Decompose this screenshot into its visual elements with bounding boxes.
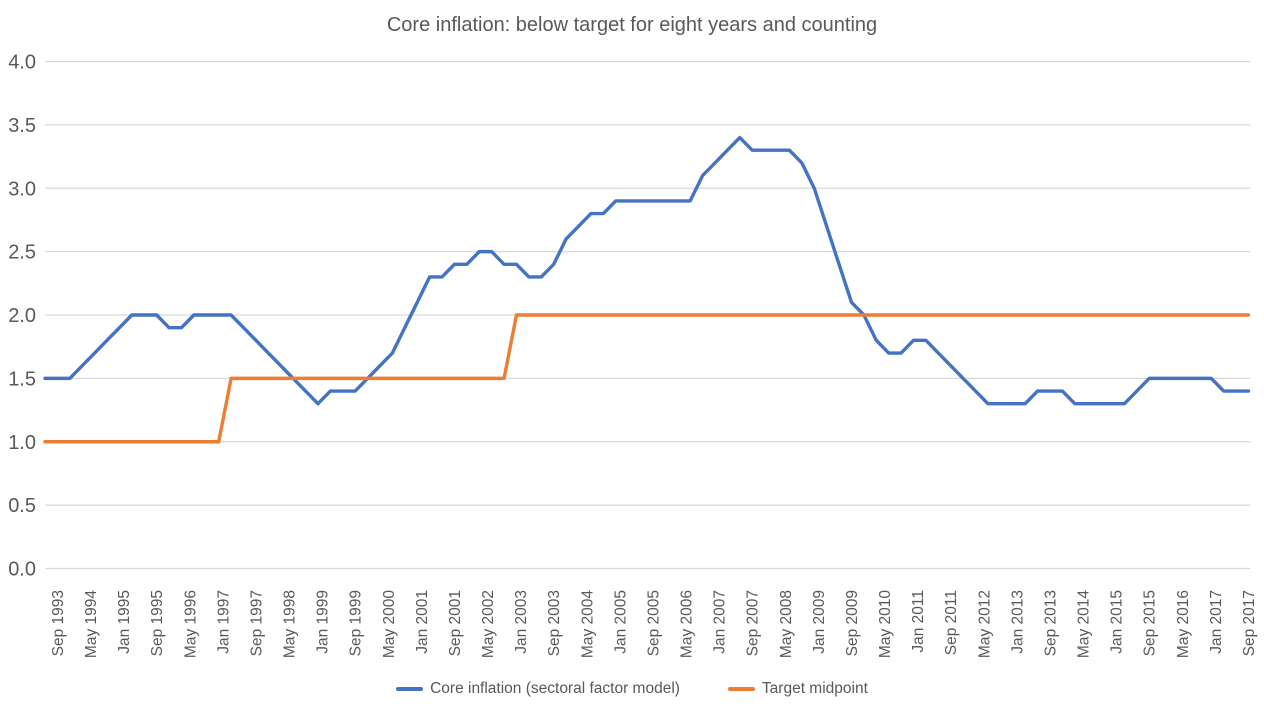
legend-line-swatch-target-midpoint xyxy=(727,687,755,691)
x-axis-tick-label: Jan 2015 xyxy=(1109,590,1126,654)
x-axis-tick-label: Sep 2015 xyxy=(1142,590,1159,656)
x-axis-tick-label: Sep 1995 xyxy=(149,590,166,656)
x-axis-tick-label: May 2012 xyxy=(976,590,993,658)
y-axis-tick-label: 4.0 xyxy=(8,52,36,74)
legend-label-core-inflation: Core inflation (sectoral factor model) xyxy=(430,680,680,697)
x-axis-tick-label: Jan 1995 xyxy=(116,590,133,654)
y-axis-tick-label: 3.0 xyxy=(8,178,36,200)
x-axis-tick-label: May 1996 xyxy=(182,590,199,658)
core-inflation-line xyxy=(43,135,1251,406)
legend-item-core-inflation: Core inflation (sectoral factor model) xyxy=(396,680,680,698)
x-axis-tick-label: May 2010 xyxy=(877,590,894,658)
x-axis-tick-label: Sep 2009 xyxy=(844,590,861,656)
x-axis-tick-label: Jan 2005 xyxy=(612,590,629,654)
x-axis-tick-label: Jan 2011 xyxy=(910,590,927,653)
y-axis-tick-label: 0.5 xyxy=(8,495,36,517)
x-axis-tick-label: Sep 2005 xyxy=(645,590,662,656)
x-axis-tick-label: May 2016 xyxy=(1175,590,1192,658)
x-axis-tick-label: Sep 1999 xyxy=(348,590,365,656)
x-axis-tick-label: May 1998 xyxy=(282,590,299,658)
y-axis-tick-label: 1.5 xyxy=(8,368,36,390)
x-axis-tick-label: May 2000 xyxy=(381,590,398,658)
chart-title: Core inflation: below target for eight y… xyxy=(386,14,878,36)
x-axis-tick-label: Sep 2011 xyxy=(943,590,960,655)
x-axis-tick-label: Sep 2013 xyxy=(1042,590,1059,656)
y-axis-tick-label: 1.0 xyxy=(8,432,36,454)
x-axis-tick-label: Sep 2017 xyxy=(1241,590,1258,656)
y-axis-tick-label: 3.5 xyxy=(8,115,36,137)
x-axis-tick-label: Jan 1997 xyxy=(215,590,232,654)
x-axis-tick-label: Sep 2001 xyxy=(447,590,464,656)
legend-line-swatch-core-inflation xyxy=(396,687,424,691)
x-axis-tick-label: Sep 2007 xyxy=(745,590,762,656)
x-axis-tick-label: Jan 2017 xyxy=(1208,590,1225,654)
x-axis-tick-label: May 2008 xyxy=(778,590,795,658)
y-axis-tick-label: 2.0 xyxy=(8,305,36,327)
x-axis-tick-label: Sep 1997 xyxy=(248,590,265,656)
x-axis-tick-label: May 2004 xyxy=(579,590,596,658)
x-axis-tick-label: Sep 1993 xyxy=(50,590,67,656)
x-axis-tick-label: May 2002 xyxy=(480,590,497,658)
x-axis-tick-label: May 2006 xyxy=(679,590,696,658)
y-axis-tick-label: 0.0 xyxy=(8,559,36,581)
x-axis-tick-label: Jan 2007 xyxy=(712,590,729,654)
legend: Core inflation (sectoral factor model) T… xyxy=(0,680,1264,698)
y-axis-tick-label: 2.5 xyxy=(8,242,36,264)
x-axis-tick-label: Sep 2003 xyxy=(546,590,563,656)
target-midpoint-line xyxy=(43,313,1251,444)
x-axis-tick-label: Jan 2009 xyxy=(811,590,828,654)
legend-item-target-midpoint: Target midpoint xyxy=(727,680,868,698)
x-axis-tick-label: May 1994 xyxy=(83,590,100,658)
legend-label-target-midpoint: Target midpoint xyxy=(761,680,868,697)
x-axis-tick-label: Jan 2001 xyxy=(414,590,431,654)
x-axis-tick-label: Jan 2013 xyxy=(1009,590,1026,654)
x-axis-tick-label: Jan 2003 xyxy=(513,590,530,654)
x-axis-tick-label: May 2014 xyxy=(1076,590,1093,658)
x-axis-tick-label: Jan 1999 xyxy=(315,590,332,654)
